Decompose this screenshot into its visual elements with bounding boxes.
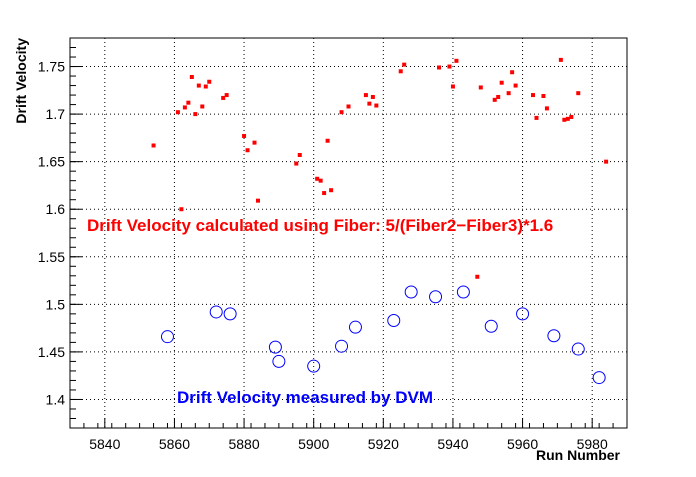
data-points xyxy=(151,57,609,385)
dvm-point xyxy=(456,285,470,299)
x-axis-ticks: 5840 5860 5880 5900 5920 5940 5960 5980 xyxy=(69,418,628,452)
fiber-point xyxy=(450,84,455,89)
fiber-point xyxy=(193,112,198,117)
fiber-point xyxy=(186,100,191,105)
dvm-point xyxy=(429,290,443,304)
fiber-point xyxy=(499,80,504,85)
x-axis-label: Run Number xyxy=(536,447,621,463)
fiber-point xyxy=(322,191,327,196)
fiber-point xyxy=(346,104,351,109)
y-axis-ticks: 1.4 1.45 1.5 1.55 1.6 1.65 1.7 1.75 xyxy=(38,37,82,429)
fiber-point xyxy=(315,176,320,181)
x-tick-label: 5980 xyxy=(577,436,608,452)
x-tick-label: 5940 xyxy=(437,436,468,452)
fiber-point xyxy=(329,188,334,193)
dvm-point xyxy=(547,329,561,343)
dvm-point xyxy=(307,359,321,373)
fiber-point xyxy=(492,97,497,102)
fiber-point xyxy=(604,159,609,164)
dvm-point xyxy=(348,320,362,334)
grid-lines xyxy=(70,38,627,428)
dvm-point xyxy=(223,307,237,321)
fiber-point xyxy=(569,114,574,119)
fiber-point xyxy=(544,106,549,111)
y-tick-label: 1.45 xyxy=(38,344,65,360)
fiber-point xyxy=(370,94,375,99)
fiber-point xyxy=(558,57,563,62)
fiber-point xyxy=(565,116,570,121)
fiber-annotation: Drift Velocity calculated using Fiber: 5… xyxy=(87,216,553,235)
x-tick-label: 5900 xyxy=(298,436,329,452)
plot-frame xyxy=(69,37,628,429)
fiber-point xyxy=(363,93,368,98)
x-tick-label: 5960 xyxy=(507,436,538,452)
dvm-point xyxy=(571,342,585,356)
fiber-point xyxy=(182,105,187,110)
dvm-point xyxy=(160,330,174,344)
fiber-point xyxy=(203,84,208,89)
dvm-point xyxy=(209,305,223,319)
fiber-point xyxy=(454,58,459,63)
fiber-point xyxy=(398,69,403,74)
fiber-point xyxy=(151,143,156,148)
y-tick-label: 1.7 xyxy=(46,106,66,122)
fiber-point xyxy=(534,115,539,120)
fiber-point xyxy=(221,95,226,100)
fiber-point xyxy=(297,153,302,157)
fiber-point xyxy=(325,138,330,143)
dvm-point xyxy=(387,314,401,328)
fiber-point xyxy=(367,101,372,106)
y-tick-label: 1.5 xyxy=(46,296,66,312)
fiber-point xyxy=(179,207,184,212)
y-tick-label: 1.65 xyxy=(38,154,65,170)
fiber-point xyxy=(510,70,515,75)
x-tick-label: 5880 xyxy=(228,436,259,452)
fiber-point xyxy=(175,110,180,115)
dvm-point xyxy=(484,319,498,333)
dvm-point xyxy=(335,339,349,353)
fiber-point xyxy=(478,85,483,90)
fiber-point xyxy=(374,103,379,108)
fiber-point xyxy=(475,274,480,279)
dvm-point xyxy=(272,354,286,368)
fiber-point xyxy=(200,104,205,109)
fiber-point xyxy=(576,91,581,96)
fiber-point xyxy=(207,79,212,84)
dvm-point xyxy=(592,371,606,385)
fiber-point xyxy=(447,64,452,69)
y-tick-label: 1.4 xyxy=(46,391,66,407)
fiber-point xyxy=(189,75,194,79)
fiber-point xyxy=(252,140,257,145)
fiber-point xyxy=(196,83,201,88)
fiber-point xyxy=(255,198,260,203)
fiber-point xyxy=(531,93,536,98)
x-tick-label: 5860 xyxy=(159,436,190,452)
fiber-point xyxy=(437,65,442,70)
y-tick-label: 1.55 xyxy=(38,249,65,265)
fiber-point xyxy=(294,161,299,166)
fiber-point xyxy=(245,148,250,153)
fiber-point xyxy=(339,110,344,115)
dvm-point xyxy=(404,285,418,299)
fiber-point xyxy=(506,91,511,96)
fiber-point xyxy=(513,83,518,88)
fiber-point xyxy=(541,94,546,99)
dvm-annotation: Drift Velocity measured by DVM xyxy=(177,388,433,407)
fiber-point xyxy=(496,94,501,99)
dvm-point xyxy=(268,340,282,354)
x-tick-label: 5840 xyxy=(89,436,120,452)
fiber-point xyxy=(224,93,229,98)
fiber-point xyxy=(562,117,567,122)
dvm-point xyxy=(516,307,530,321)
fiber-point xyxy=(318,178,323,183)
fiber-point xyxy=(242,133,247,138)
fiber-point xyxy=(402,62,407,67)
y-tick-label: 1.75 xyxy=(38,59,65,75)
x-tick-label: 5920 xyxy=(368,436,399,452)
y-axis-label: Drift Velocity xyxy=(13,38,29,124)
y-tick-label: 1.6 xyxy=(46,201,66,217)
